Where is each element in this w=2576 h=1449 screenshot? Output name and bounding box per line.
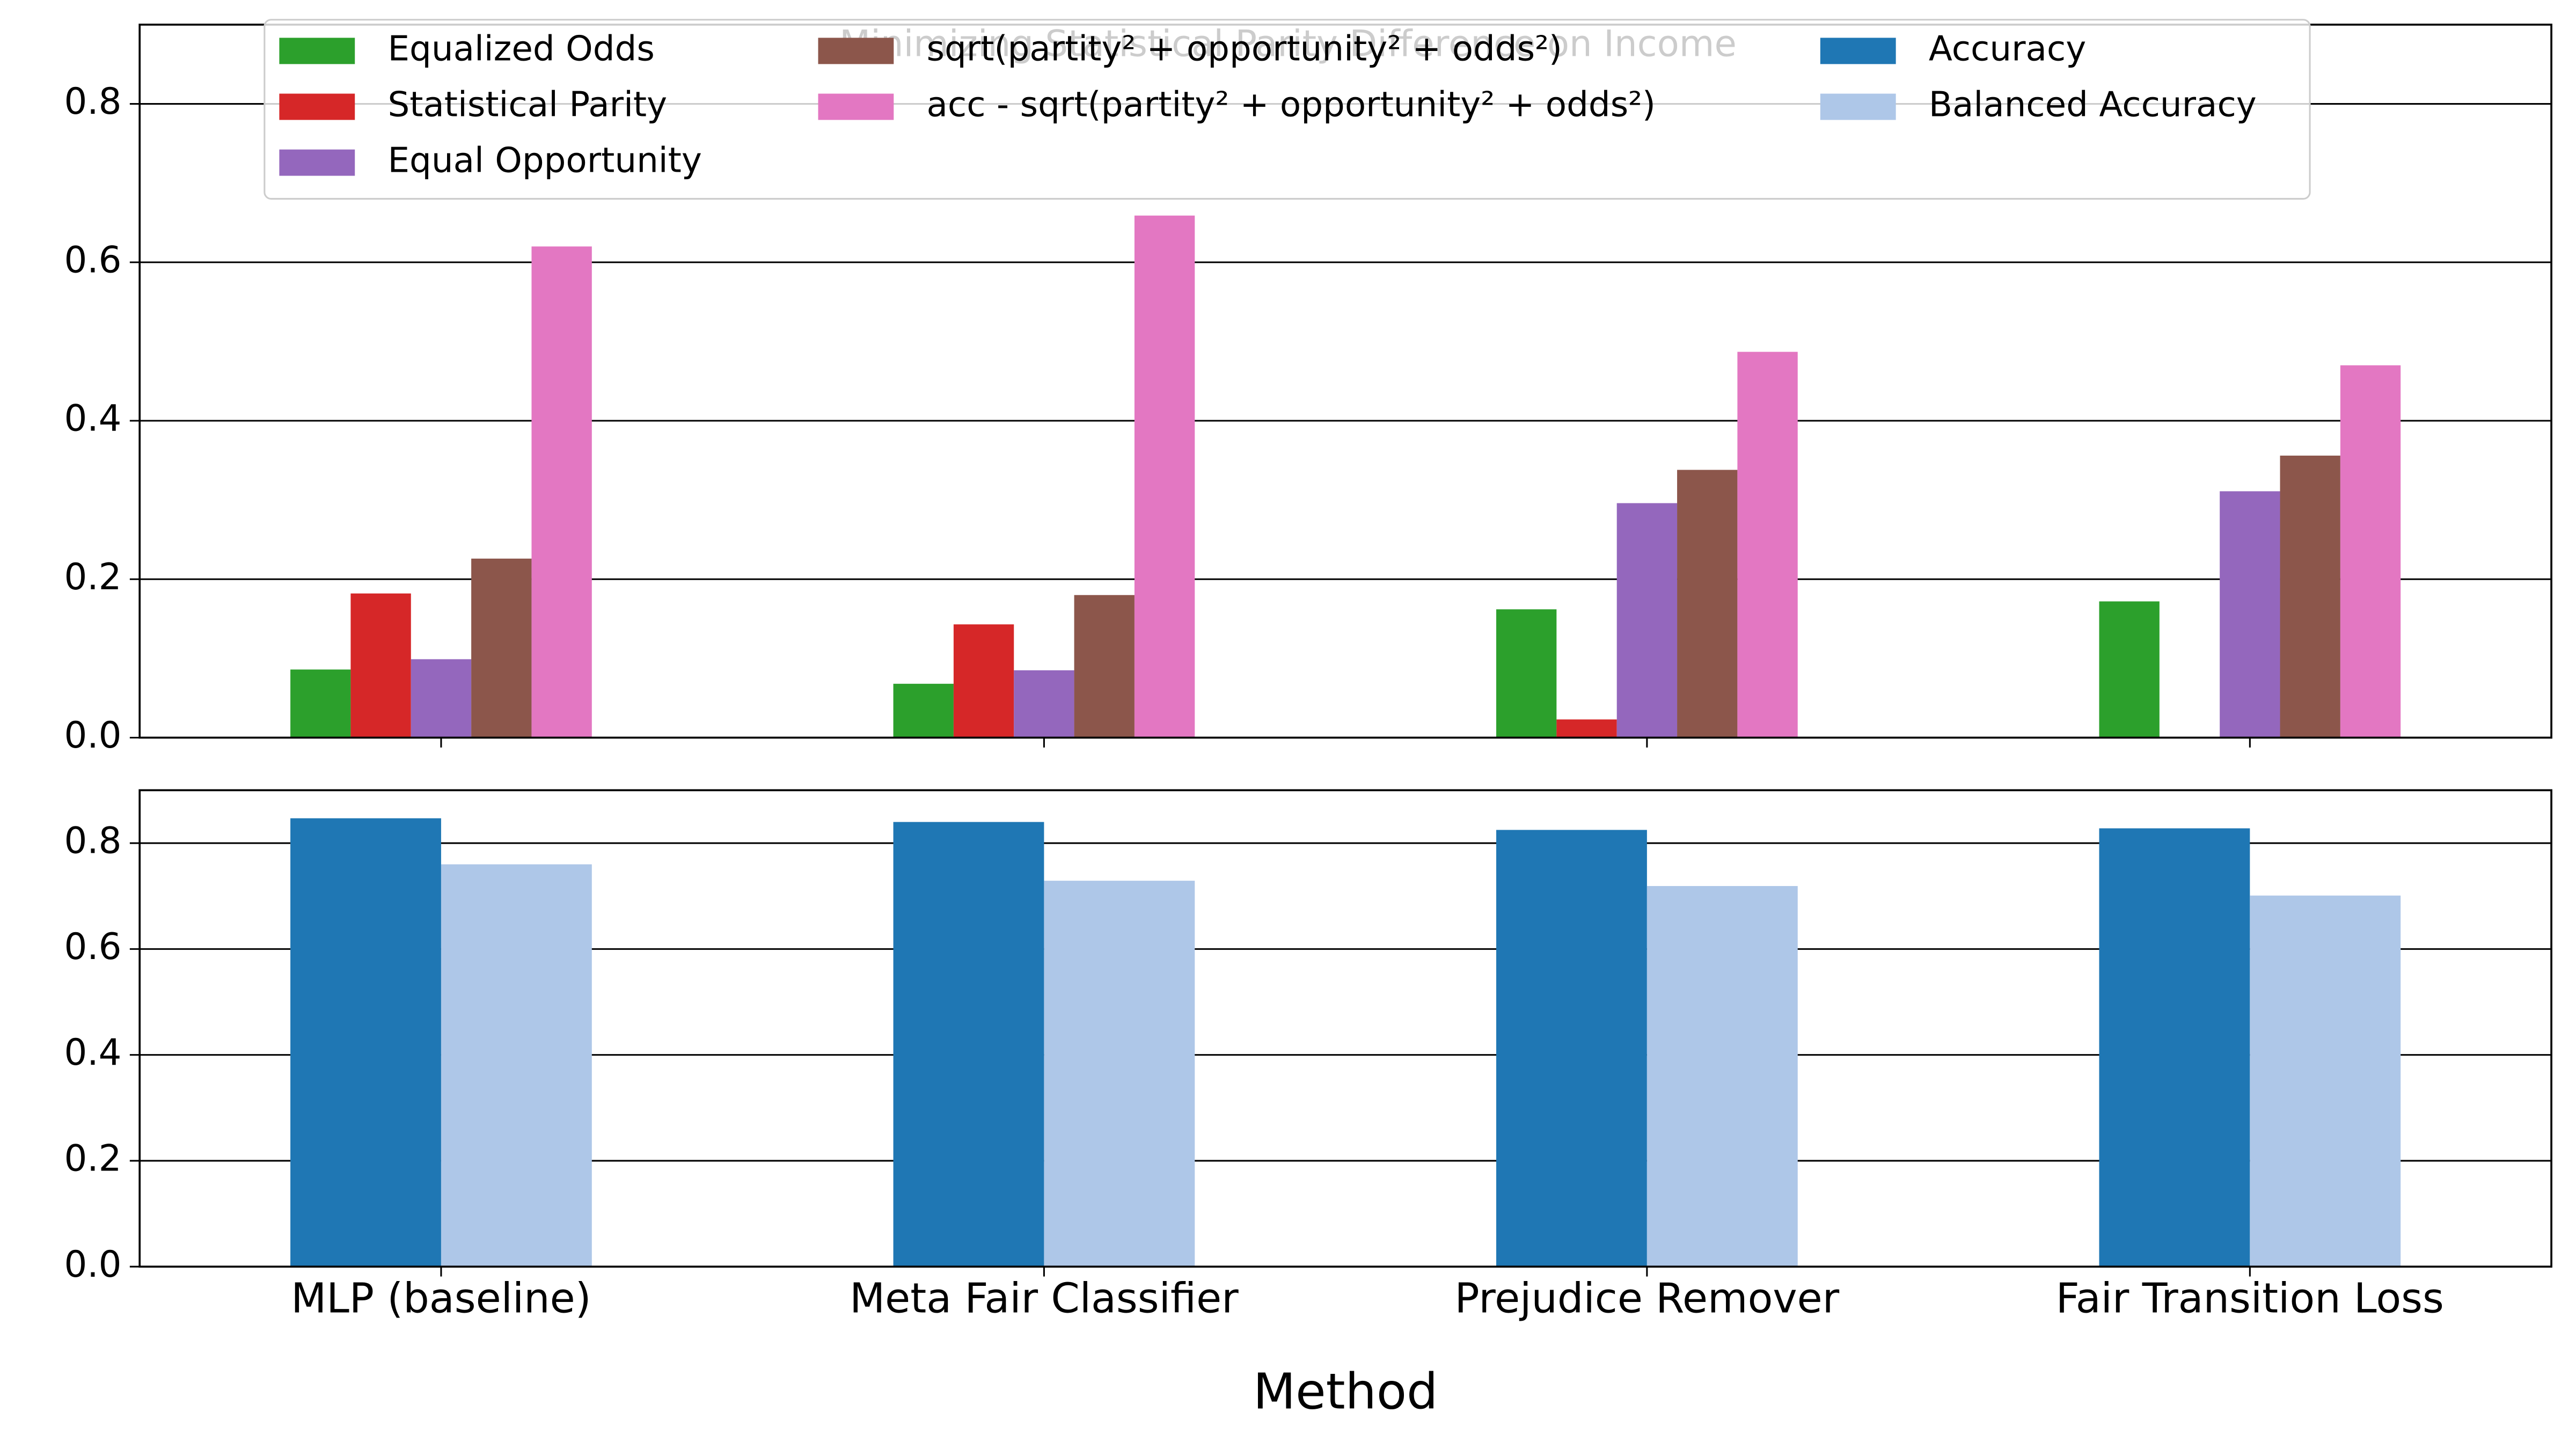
- y-tick-label: 0.2: [64, 1137, 121, 1179]
- y-tick-label: 0.0: [64, 1243, 121, 1285]
- legend-swatch: [279, 38, 355, 64]
- x-tick-label: MLP (baseline): [291, 1275, 591, 1322]
- bar: [531, 246, 592, 738]
- bar: [2280, 455, 2340, 738]
- legend-label: Balanced Accuracy: [1929, 85, 2257, 125]
- bar: [1737, 352, 1798, 738]
- bar: [1074, 595, 1135, 738]
- legend-swatch: [1820, 93, 1896, 120]
- x-axis-label: Method: [1253, 1363, 1438, 1420]
- bar: [1677, 470, 1738, 738]
- y-tick-label: 0.0: [64, 714, 121, 756]
- legend-label: Statistical Parity: [387, 85, 667, 125]
- bar: [290, 818, 441, 1267]
- bar: [290, 669, 351, 738]
- y-tick-label: 0.4: [64, 1031, 121, 1073]
- x-tick-label: Fair Transition Loss: [2056, 1275, 2444, 1322]
- x-tick-label: Meta Fair Classifier: [850, 1275, 1239, 1322]
- bar: [2340, 365, 2401, 738]
- x-tick-label: Prejudice Remover: [1455, 1275, 1840, 1322]
- bar: [953, 624, 1014, 738]
- bar: [411, 659, 472, 738]
- legend-label: Equal Opportunity: [387, 141, 701, 181]
- legend-swatch: [279, 93, 355, 120]
- legend-label: sqrt(partity² + opportunity² + odds²): [927, 28, 1562, 69]
- legend-label: acc - sqrt(partity² + opportunity² + odd…: [927, 85, 1656, 125]
- y-tick-label: 0.6: [64, 925, 121, 968]
- y-tick-label: 0.8: [64, 819, 121, 862]
- bar: [441, 864, 592, 1267]
- legend-label: Equalized Odds: [387, 28, 654, 69]
- legend-swatch: [1820, 38, 1896, 64]
- legend-label: Accuracy: [1929, 28, 2086, 69]
- bar: [2099, 601, 2160, 738]
- y-tick-label: 0.6: [64, 238, 121, 281]
- y-tick-label: 0.4: [64, 397, 121, 440]
- bar: [1134, 215, 1195, 738]
- legend-swatch: [818, 38, 894, 64]
- bar: [893, 822, 1044, 1267]
- bar: [893, 684, 954, 738]
- bar: [1496, 609, 1557, 738]
- bar: [1646, 885, 1798, 1267]
- bar: [350, 593, 411, 738]
- bar: [2220, 491, 2280, 738]
- bar: [2099, 828, 2250, 1267]
- bar: [1496, 830, 1647, 1267]
- y-tick-label: 0.2: [64, 555, 121, 598]
- bar: [1556, 719, 1617, 738]
- bar: [1014, 670, 1074, 738]
- legend-box: [264, 19, 2311, 200]
- bar: [1044, 881, 1195, 1267]
- bar: [1616, 503, 1678, 738]
- legend-swatch: [818, 93, 894, 120]
- axes-frame: [138, 789, 2552, 1268]
- bar: [471, 558, 532, 738]
- bar: [2250, 895, 2401, 1267]
- legend-swatch: [279, 149, 355, 176]
- y-tick-label: 0.8: [64, 80, 121, 122]
